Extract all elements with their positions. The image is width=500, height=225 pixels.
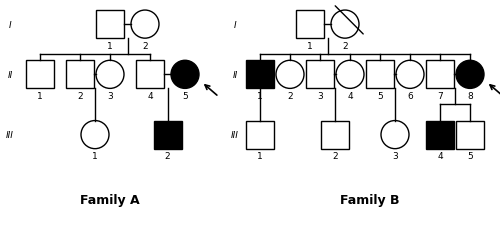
Text: II: II xyxy=(8,70,12,79)
Text: I: I xyxy=(8,20,12,29)
Circle shape xyxy=(171,61,199,89)
Text: 2: 2 xyxy=(164,151,170,160)
Text: 1: 1 xyxy=(307,41,313,50)
Bar xyxy=(426,61,454,89)
Circle shape xyxy=(381,121,409,149)
Text: 1: 1 xyxy=(257,151,263,160)
Text: 5: 5 xyxy=(182,92,188,100)
Text: III: III xyxy=(231,130,239,140)
Text: 6: 6 xyxy=(407,92,413,100)
Text: I: I xyxy=(234,20,236,29)
Circle shape xyxy=(276,61,304,89)
Bar xyxy=(246,121,274,149)
Text: 1: 1 xyxy=(257,92,263,100)
Bar xyxy=(154,121,182,149)
Bar xyxy=(296,11,324,39)
Text: 2: 2 xyxy=(342,41,348,50)
Text: 2: 2 xyxy=(287,92,293,100)
Text: 2: 2 xyxy=(77,92,83,100)
Circle shape xyxy=(81,121,109,149)
Bar xyxy=(246,61,274,89)
Text: 4: 4 xyxy=(147,92,153,100)
Circle shape xyxy=(131,11,159,39)
Text: 3: 3 xyxy=(107,92,113,100)
Text: 1: 1 xyxy=(107,41,113,50)
Text: 5: 5 xyxy=(377,92,383,100)
Circle shape xyxy=(396,61,424,89)
Bar xyxy=(306,61,334,89)
Text: III: III xyxy=(6,130,14,140)
Bar xyxy=(456,121,484,149)
Text: 2: 2 xyxy=(332,151,338,160)
Text: Family B: Family B xyxy=(340,194,400,207)
Text: 7: 7 xyxy=(437,92,443,100)
Text: 2: 2 xyxy=(142,41,148,50)
Circle shape xyxy=(336,61,364,89)
Text: 3: 3 xyxy=(392,151,398,160)
Text: 3: 3 xyxy=(317,92,323,100)
Text: 5: 5 xyxy=(467,151,473,160)
Text: Family A: Family A xyxy=(80,194,140,207)
Bar xyxy=(321,121,349,149)
Text: 1: 1 xyxy=(92,151,98,160)
Text: 8: 8 xyxy=(467,92,473,100)
Bar xyxy=(26,61,54,89)
Bar xyxy=(366,61,394,89)
Bar xyxy=(426,121,454,149)
Text: II: II xyxy=(232,70,237,79)
Circle shape xyxy=(331,11,359,39)
Circle shape xyxy=(96,61,124,89)
Circle shape xyxy=(456,61,484,89)
Bar xyxy=(66,61,94,89)
Bar xyxy=(96,11,124,39)
Text: 1: 1 xyxy=(37,92,43,100)
Text: 4: 4 xyxy=(437,151,443,160)
Bar xyxy=(136,61,164,89)
Text: 4: 4 xyxy=(347,92,353,100)
